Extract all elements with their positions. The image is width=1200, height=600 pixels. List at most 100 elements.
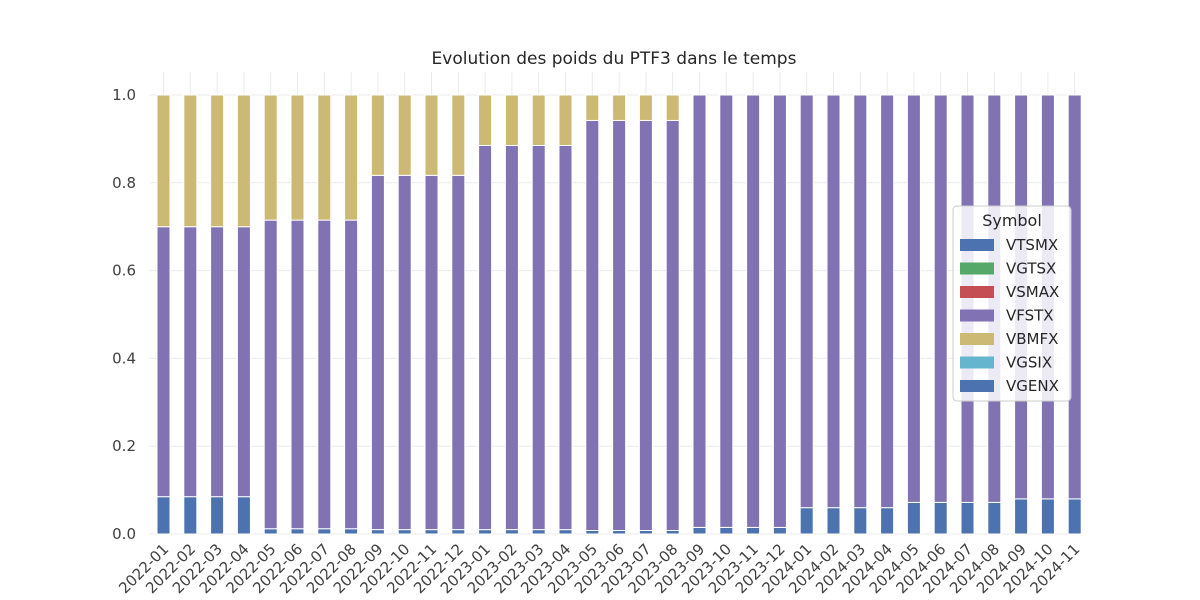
bar-segment-vbmfx: [370, 94, 385, 176]
bar-segment-vtsmx: [987, 501, 1002, 535]
bar-segment-vbmfx: [263, 94, 278, 221]
bar-segment-vtsmx: [424, 529, 439, 535]
bar-segment-vfstx: [344, 219, 359, 530]
bar-segment-vtsmx: [504, 529, 519, 535]
bar-segment-vfstx: [638, 119, 653, 531]
y-tick-label: 0.6: [112, 262, 136, 280]
bar-segment-vtsmx: [692, 526, 707, 535]
y-axis-ticks: 0.0 0.2 0.4 0.6 0.8 1.0: [112, 86, 136, 543]
bar-segment-vtsmx: [1014, 498, 1029, 535]
legend-swatch-vfstx: [960, 309, 994, 322]
bar-segment-vfstx: [451, 174, 466, 531]
bar-segment-vbmfx: [183, 94, 198, 228]
bar-segment-vtsmx: [156, 496, 171, 535]
bar-segment-vbmfx: [504, 94, 519, 146]
bar-segment-vfstx: [880, 94, 895, 509]
bar-segment-vfstx: [665, 119, 680, 531]
bar-segment-vtsmx: [531, 529, 546, 535]
bar-segment-vbmfx: [531, 94, 546, 146]
bars: [156, 94, 1082, 535]
bar-segment-vfstx: [424, 174, 439, 531]
bar-segment-vtsmx: [1040, 498, 1055, 535]
bar-segment-vtsmx: [746, 526, 761, 535]
bar-segment-vbmfx: [612, 94, 627, 121]
bar-segment-vfstx: [236, 226, 251, 498]
bar-segment-vfstx: [504, 144, 519, 531]
bar-segment-vtsmx: [236, 496, 251, 535]
bar-segment-vbmfx: [638, 94, 653, 121]
bar-segment-vbmfx: [665, 94, 680, 121]
bar-segment-vtsmx: [665, 529, 680, 535]
legend-label-vfstx: VFSTX: [1006, 307, 1054, 325]
bar-segment-vfstx: [263, 219, 278, 530]
y-tick-label: 0.2: [112, 437, 136, 455]
bar-segment-vbmfx: [290, 94, 305, 221]
bar-segment-vtsmx: [853, 507, 868, 535]
bar-segment-vfstx: [746, 94, 761, 528]
bar-segment-vtsmx: [799, 507, 814, 535]
legend-swatch-vgtsx: [960, 262, 994, 275]
bar-segment-vtsmx: [478, 529, 493, 535]
legend-label-vtsmx: VTSMX: [1006, 236, 1058, 254]
legend-label-vgtsx: VGTSX: [1006, 260, 1056, 278]
bar-segment-vtsmx: [183, 496, 198, 535]
legend-swatch-vtsmx: [960, 239, 994, 251]
bar-segment-vfstx: [719, 94, 734, 528]
bar-segment-vtsmx: [397, 529, 412, 535]
bar-segment-vbmfx: [397, 94, 412, 176]
bar-segment-vtsmx: [933, 501, 948, 535]
bar-segment-vfstx: [612, 119, 627, 531]
bar-segment-vtsmx: [344, 528, 359, 535]
bar-segment-vtsmx: [290, 528, 305, 535]
legend-label-vgenx: VGENX: [1006, 377, 1059, 395]
bar-segment-vfstx: [370, 174, 385, 531]
bar-segment-vbmfx: [478, 94, 493, 146]
bar-segment-vfstx: [826, 94, 841, 509]
bar-segment-vtsmx: [317, 528, 332, 535]
legend-title: Symbol: [982, 211, 1042, 230]
bar-segment-vbmfx: [558, 94, 573, 146]
bar-segment-vbmfx: [236, 94, 251, 228]
chart-title: Evolution des poids du PTF3 dans le temp…: [432, 49, 797, 69]
bar-segment-vfstx: [531, 144, 546, 531]
bar-segment-vfstx: [906, 94, 921, 503]
bar-segment-vfstx: [558, 144, 573, 531]
bar-segment-vfstx: [853, 94, 868, 509]
bar-segment-vbmfx: [451, 94, 466, 176]
bar-segment-vfstx: [799, 94, 814, 509]
legend-swatch-vbmfx: [960, 333, 994, 345]
bar-segment-vbmfx: [585, 94, 600, 121]
bar-segment-vtsmx: [906, 501, 921, 535]
bar-segment-vtsmx: [826, 507, 841, 535]
bar-segment-vbmfx: [344, 94, 359, 221]
legend-swatch-vgsix: [960, 356, 994, 369]
bar-segment-vbmfx: [424, 94, 439, 176]
bar-segment-vtsmx: [451, 529, 466, 535]
bar-segment-vfstx: [692, 94, 707, 528]
bar-segment-vfstx: [772, 94, 787, 528]
legend-label-vbmfx: VBMFX: [1006, 330, 1058, 348]
y-tick-label: 1.0: [112, 86, 136, 104]
bar-segment-vtsmx: [370, 529, 385, 535]
bar-segment-vfstx: [290, 219, 305, 530]
bar-segment-vtsmx: [638, 529, 653, 535]
y-tick-label: 0.0: [112, 525, 136, 543]
bar-segment-vfstx: [585, 119, 600, 531]
bar-segment-vbmfx: [317, 94, 332, 221]
bar-segment-vfstx: [933, 94, 948, 503]
bar-segment-vtsmx: [719, 526, 734, 535]
bar-segment-vfstx: [478, 144, 493, 531]
bar-segment-vtsmx: [558, 529, 573, 535]
bar-segment-vfstx: [210, 226, 225, 498]
bar-segment-vtsmx: [263, 528, 278, 535]
bar-segment-vbmfx: [156, 94, 171, 228]
legend: Symbol VTSMX VGTSX VSMAX VFSTX VBMFX VGSIX VGEN…: [952, 205, 1072, 402]
legend-label-vsmax: VSMAX: [1006, 283, 1059, 301]
y-tick-label: 0.4: [112, 349, 136, 367]
bar-segment-vtsmx: [880, 507, 895, 535]
bar-segment-vtsmx: [210, 496, 225, 535]
legend-swatch-vgenx: [960, 380, 994, 392]
bar-segment-vtsmx: [960, 501, 975, 535]
